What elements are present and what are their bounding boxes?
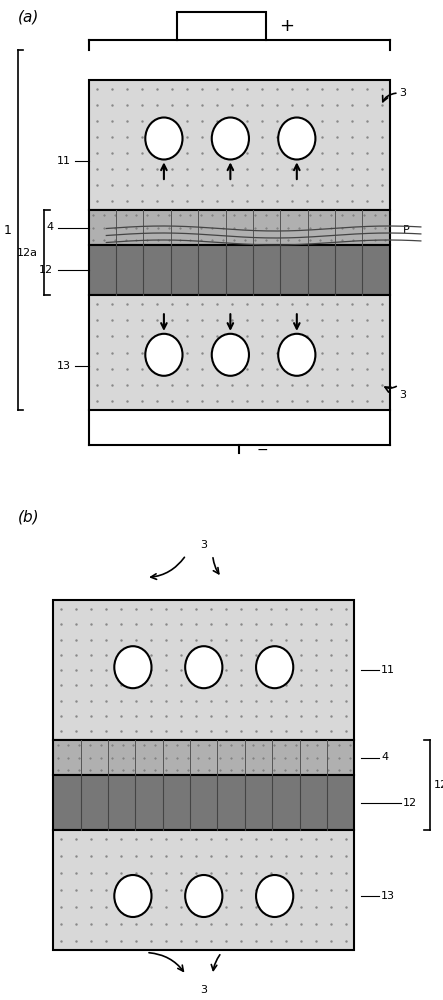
Bar: [53, 775, 354, 830]
Circle shape: [185, 646, 222, 688]
Text: +: +: [279, 17, 294, 35]
Text: 11: 11: [57, 156, 71, 166]
Bar: [89, 210, 390, 245]
Text: 3: 3: [399, 88, 406, 98]
Circle shape: [114, 646, 152, 688]
Text: 12: 12: [403, 798, 417, 808]
Text: 13: 13: [57, 361, 71, 371]
Text: −: −: [257, 443, 268, 457]
Bar: [53, 740, 354, 775]
Text: P: P: [403, 225, 410, 235]
Circle shape: [185, 875, 222, 917]
Text: 3: 3: [200, 540, 207, 550]
Text: (a): (a): [18, 10, 39, 25]
Bar: [53, 600, 354, 740]
Bar: [89, 80, 390, 210]
Text: (b): (b): [18, 510, 39, 525]
Circle shape: [114, 875, 152, 917]
Text: 11: 11: [381, 665, 395, 675]
Text: 4: 4: [381, 752, 388, 762]
Circle shape: [145, 334, 183, 376]
Text: 12a: 12a: [434, 780, 443, 790]
Text: 12: 12: [39, 265, 53, 275]
Text: 12a: 12a: [17, 247, 38, 257]
Circle shape: [278, 334, 315, 376]
Circle shape: [212, 117, 249, 159]
Circle shape: [256, 646, 293, 688]
Text: 1: 1: [3, 224, 11, 236]
Circle shape: [278, 117, 315, 159]
Circle shape: [256, 875, 293, 917]
Text: 3: 3: [200, 985, 207, 995]
Circle shape: [145, 117, 183, 159]
Bar: [177, 12, 266, 40]
Bar: [89, 295, 390, 410]
Text: 13: 13: [381, 891, 395, 901]
Text: 3: 3: [399, 390, 406, 400]
Bar: [89, 245, 390, 295]
Bar: [53, 830, 354, 950]
Circle shape: [212, 334, 249, 376]
Text: 4: 4: [46, 223, 53, 232]
